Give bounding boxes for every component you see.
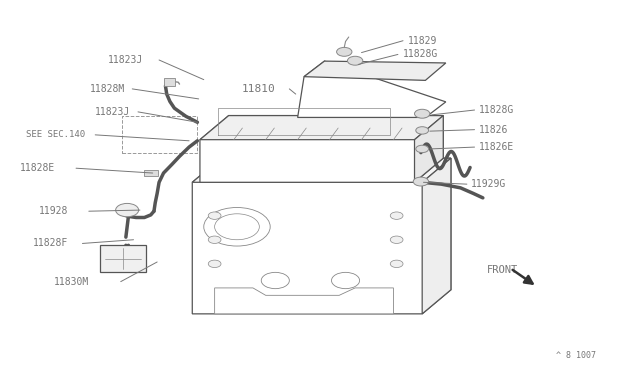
Circle shape [348, 56, 363, 65]
Circle shape [337, 47, 352, 56]
Polygon shape [200, 116, 444, 140]
Circle shape [416, 145, 429, 153]
Text: SEE SEC.140: SEE SEC.140 [26, 130, 85, 140]
Text: 11828G: 11828G [479, 105, 515, 115]
Text: 11828F: 11828F [33, 238, 68, 248]
Text: 11828G: 11828G [403, 49, 438, 60]
Polygon shape [422, 158, 451, 314]
Text: 11810: 11810 [242, 84, 276, 94]
Circle shape [415, 109, 430, 118]
Bar [145, 170, 159, 176]
Polygon shape [192, 158, 451, 182]
Circle shape [208, 260, 221, 267]
Polygon shape [304, 61, 446, 80]
Circle shape [390, 260, 403, 267]
Polygon shape [192, 158, 451, 314]
Polygon shape [200, 116, 444, 182]
Polygon shape [214, 288, 394, 314]
Circle shape [390, 236, 403, 243]
Bar [164, 78, 175, 86]
Text: 11928: 11928 [39, 206, 68, 216]
Text: FRONT: FRONT [487, 266, 518, 276]
Circle shape [116, 203, 139, 217]
Polygon shape [415, 116, 444, 182]
Circle shape [208, 236, 221, 243]
Text: 11829: 11829 [408, 36, 438, 46]
Circle shape [208, 212, 221, 219]
Text: 11929G: 11929G [470, 179, 506, 189]
Circle shape [390, 212, 403, 219]
Text: ^ 8 1007: ^ 8 1007 [556, 351, 596, 360]
Text: 11823J: 11823J [95, 107, 131, 117]
Text: 11828M: 11828M [90, 84, 125, 94]
Text: 11826: 11826 [479, 125, 508, 135]
Circle shape [416, 127, 429, 134]
Text: 11826E: 11826E [479, 142, 515, 152]
Text: 11828E: 11828E [20, 163, 55, 173]
Bar [100, 245, 146, 272]
Text: 11823J: 11823J [108, 55, 143, 65]
Circle shape [413, 177, 429, 186]
Polygon shape [298, 61, 446, 118]
Text: 11830M: 11830M [54, 277, 89, 286]
